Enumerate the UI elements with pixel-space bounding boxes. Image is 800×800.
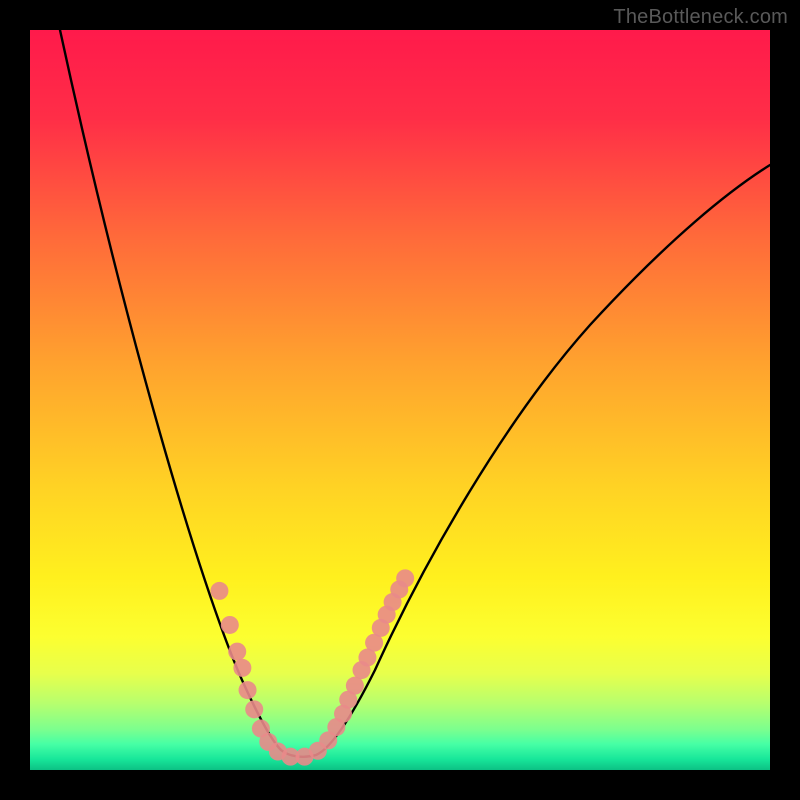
scatter-point <box>228 643 246 661</box>
scatter-point <box>396 569 414 587</box>
scatter-point <box>210 582 228 600</box>
scatter-point <box>245 700 263 718</box>
watermark-text: TheBottleneck.com <box>613 6 788 29</box>
gradient-background <box>30 30 770 770</box>
chart-container: TheBottleneck.com <box>0 0 800 800</box>
scatter-point <box>233 659 251 677</box>
scatter-point <box>346 677 364 695</box>
scatter-point <box>221 616 239 634</box>
plot-area <box>30 30 770 770</box>
scatter-point <box>239 681 257 699</box>
bottleneck-chart-svg <box>30 30 770 770</box>
